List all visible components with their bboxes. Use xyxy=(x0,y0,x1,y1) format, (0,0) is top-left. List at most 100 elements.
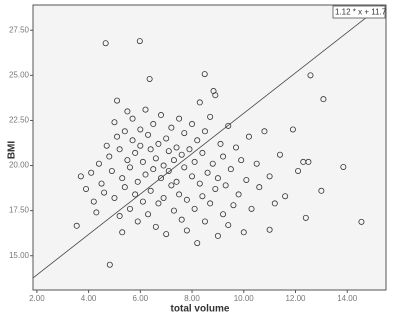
point xyxy=(217,140,224,147)
point xyxy=(318,187,325,194)
point xyxy=(340,163,347,170)
point xyxy=(168,182,175,189)
point xyxy=(126,164,133,171)
point xyxy=(176,191,183,198)
point xyxy=(114,133,121,140)
point xyxy=(305,158,312,165)
point xyxy=(132,191,139,198)
point xyxy=(201,218,208,225)
point xyxy=(124,108,131,115)
plot-area xyxy=(32,4,387,291)
point xyxy=(295,167,302,174)
y-tick-label: 25.00 xyxy=(9,70,30,79)
point xyxy=(146,75,153,82)
point xyxy=(207,113,214,120)
point xyxy=(137,142,144,149)
point xyxy=(147,187,154,194)
point xyxy=(150,121,157,128)
point xyxy=(145,131,152,138)
point xyxy=(116,146,123,153)
point xyxy=(155,140,162,147)
fit-line xyxy=(32,4,383,279)
point xyxy=(170,207,177,214)
point xyxy=(98,180,105,187)
point xyxy=(214,175,221,182)
fit-label: 1.12 * x + 11.7 xyxy=(335,8,387,17)
point xyxy=(158,175,165,182)
point xyxy=(183,227,190,234)
point xyxy=(235,191,242,198)
point xyxy=(119,229,126,236)
point xyxy=(276,151,283,158)
point xyxy=(271,200,278,207)
point xyxy=(163,231,170,238)
point xyxy=(186,146,193,153)
point xyxy=(238,157,245,164)
point xyxy=(282,193,289,200)
y-tick-label: 17.50 xyxy=(9,206,30,215)
point xyxy=(126,205,133,212)
point xyxy=(253,160,260,167)
point xyxy=(152,223,159,230)
point xyxy=(132,149,139,156)
point xyxy=(199,149,206,156)
point xyxy=(358,218,365,225)
point xyxy=(209,160,216,167)
point xyxy=(222,182,229,189)
point xyxy=(178,151,185,158)
point xyxy=(189,121,196,128)
point xyxy=(103,142,110,149)
point xyxy=(165,148,172,155)
point xyxy=(73,222,80,229)
point xyxy=(207,200,214,207)
point xyxy=(111,195,118,202)
point xyxy=(220,211,227,218)
point xyxy=(95,160,102,167)
point xyxy=(178,216,185,223)
point xyxy=(201,128,208,135)
point xyxy=(266,226,273,233)
x-tick-label: 12.00 xyxy=(285,294,306,303)
point xyxy=(173,144,180,151)
point xyxy=(183,196,190,203)
y-tick-label: 27.50 xyxy=(9,25,30,34)
x-tick-label: 4.00 xyxy=(81,294,97,303)
point xyxy=(90,198,97,205)
point xyxy=(302,214,309,221)
point xyxy=(289,126,296,133)
point xyxy=(77,173,84,180)
point xyxy=(163,135,170,142)
point xyxy=(129,137,136,144)
y-axis-label: BMI xyxy=(7,141,18,160)
point xyxy=(261,128,268,135)
x-tick-label: 14.00 xyxy=(337,294,358,303)
point xyxy=(142,171,149,178)
point xyxy=(196,180,203,187)
point xyxy=(191,205,198,212)
point xyxy=(152,155,159,162)
point xyxy=(240,229,247,236)
y-tick-label: 22.50 xyxy=(9,116,30,125)
x-tick-label: 2.00 xyxy=(29,294,45,303)
point xyxy=(147,146,154,153)
point xyxy=(212,185,219,192)
point xyxy=(155,200,162,207)
point xyxy=(256,184,263,191)
point xyxy=(145,211,152,218)
point xyxy=(181,130,188,137)
fit-label-box xyxy=(332,5,386,19)
point xyxy=(199,193,206,200)
point xyxy=(121,184,128,191)
point xyxy=(233,144,240,151)
point xyxy=(212,92,219,99)
point xyxy=(176,115,183,122)
point xyxy=(108,167,115,174)
point xyxy=(196,99,203,106)
y-tick-label: 15.00 xyxy=(9,251,30,260)
point xyxy=(227,166,234,173)
point xyxy=(119,175,126,182)
point xyxy=(111,119,118,126)
point xyxy=(101,189,108,196)
point xyxy=(225,122,232,129)
point xyxy=(134,218,141,225)
